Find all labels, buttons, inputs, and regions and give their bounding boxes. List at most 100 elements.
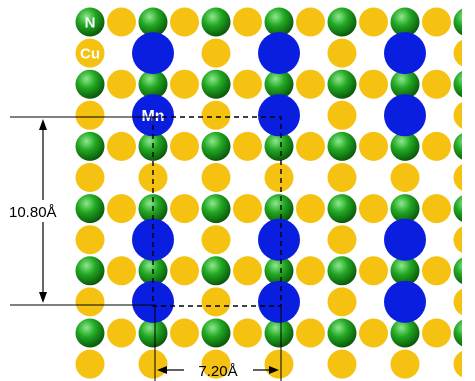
copper-atom bbox=[422, 194, 451, 224]
copper-atom bbox=[233, 7, 262, 37]
copper-atom bbox=[327, 225, 357, 255]
copper-atom bbox=[296, 318, 325, 348]
copper-atom bbox=[359, 256, 388, 286]
copper-atom bbox=[233, 318, 262, 348]
copper-atom bbox=[233, 69, 262, 99]
nitrogen-atom bbox=[453, 133, 462, 160]
copper-atom bbox=[359, 7, 388, 37]
manganese-atom bbox=[258, 218, 300, 261]
nitrogen-atom bbox=[264, 318, 294, 348]
arrowhead-left bbox=[157, 366, 167, 374]
copper-atom bbox=[107, 131, 136, 161]
copper-atom bbox=[327, 163, 357, 192]
copper-atom bbox=[359, 131, 388, 161]
copper-atom bbox=[422, 318, 451, 348]
vertical-dimension-label: 10.80Å bbox=[9, 204, 57, 221]
copper-atom bbox=[75, 349, 105, 379]
manganese-atom bbox=[132, 218, 174, 261]
nitrogen-atom bbox=[390, 131, 420, 161]
copper-atom bbox=[233, 131, 262, 161]
copper-atom bbox=[75, 38, 105, 68]
copper-atom bbox=[233, 256, 262, 286]
copper-atom bbox=[233, 194, 262, 224]
nitrogen-atom bbox=[201, 194, 231, 224]
nitrogen-atom bbox=[453, 257, 462, 284]
nitrogen-atom bbox=[75, 69, 105, 99]
copper-atom bbox=[138, 163, 168, 192]
copper-atom bbox=[296, 7, 325, 37]
nitrogen-atom bbox=[201, 318, 231, 348]
copper-atom bbox=[327, 287, 357, 317]
nitrogen-atom bbox=[138, 318, 168, 348]
nitrogen-atom bbox=[327, 194, 357, 224]
copper-atom bbox=[201, 38, 231, 68]
arrowhead-right bbox=[269, 366, 279, 374]
manganese-atom bbox=[258, 280, 300, 323]
nitrogen-atom bbox=[327, 7, 357, 37]
copper-atom bbox=[390, 163, 420, 192]
copper-atom bbox=[359, 194, 388, 224]
copper-atom bbox=[107, 256, 136, 286]
manganese-atom bbox=[132, 32, 174, 75]
copper-atom bbox=[264, 349, 294, 379]
nitrogen-atom bbox=[75, 194, 105, 224]
copper-atom bbox=[453, 39, 462, 67]
copper-atom bbox=[390, 349, 420, 379]
copper-atom bbox=[296, 69, 325, 99]
arrowhead-up bbox=[39, 119, 47, 130]
manganese-atom bbox=[384, 94, 426, 137]
copper-atom bbox=[296, 194, 325, 224]
horizontal-dimension-label: 7.20Å bbox=[198, 363, 237, 380]
manganese-atom bbox=[258, 32, 300, 75]
nitrogen-atom bbox=[75, 318, 105, 348]
copper-atom bbox=[201, 287, 231, 317]
copper-atom bbox=[75, 225, 105, 255]
manganese-atom bbox=[132, 280, 174, 323]
copper-atom bbox=[201, 163, 231, 192]
copper-atom bbox=[170, 7, 199, 37]
copper-atom bbox=[422, 256, 451, 286]
copper-atom bbox=[422, 69, 451, 99]
copper-atom bbox=[422, 131, 451, 161]
copper-atom bbox=[107, 7, 136, 37]
nitrogen-atom bbox=[327, 318, 357, 348]
copper-atom bbox=[359, 318, 388, 348]
copper-atom bbox=[170, 131, 199, 161]
copper-atom bbox=[453, 102, 462, 129]
copper-atom bbox=[453, 164, 462, 191]
copper-atom bbox=[453, 288, 462, 316]
nitrogen-label: N bbox=[85, 15, 96, 32]
nitrogen-atom bbox=[453, 195, 462, 222]
nitrogen-atom bbox=[327, 256, 357, 286]
copper-atom bbox=[170, 69, 199, 99]
nitrogen-atom bbox=[138, 7, 168, 37]
arrowhead-down bbox=[39, 292, 47, 303]
copper-atom bbox=[75, 163, 105, 192]
nitrogen-atom bbox=[75, 131, 105, 161]
copper-atom bbox=[170, 318, 199, 348]
nitrogen-atom bbox=[327, 131, 357, 161]
nitrogen-atom bbox=[390, 256, 420, 286]
nitrogen-atom bbox=[390, 69, 420, 99]
copper-atom bbox=[453, 226, 462, 253]
nitrogen-atom bbox=[264, 69, 294, 99]
copper-atom bbox=[138, 349, 168, 379]
copper-atom bbox=[327, 349, 357, 379]
copper-atom bbox=[170, 194, 199, 224]
nitrogen-atom bbox=[264, 7, 294, 37]
copper-atom bbox=[201, 349, 231, 379]
nitrogen-atom bbox=[201, 131, 231, 161]
nitrogen-atom bbox=[75, 256, 105, 286]
nitrogen-atom bbox=[390, 7, 420, 37]
copper-atom bbox=[107, 318, 136, 348]
copper-atom bbox=[201, 225, 231, 255]
nitrogen-atom bbox=[201, 7, 231, 37]
nitrogen-atom bbox=[453, 319, 462, 347]
unit-cell-outline bbox=[152, 116, 282, 307]
nitrogen-atom bbox=[390, 318, 420, 348]
copper-atom bbox=[296, 256, 325, 286]
nitrogen-atom bbox=[138, 69, 168, 99]
copper-atom bbox=[201, 100, 231, 130]
copper-atom bbox=[453, 350, 462, 378]
